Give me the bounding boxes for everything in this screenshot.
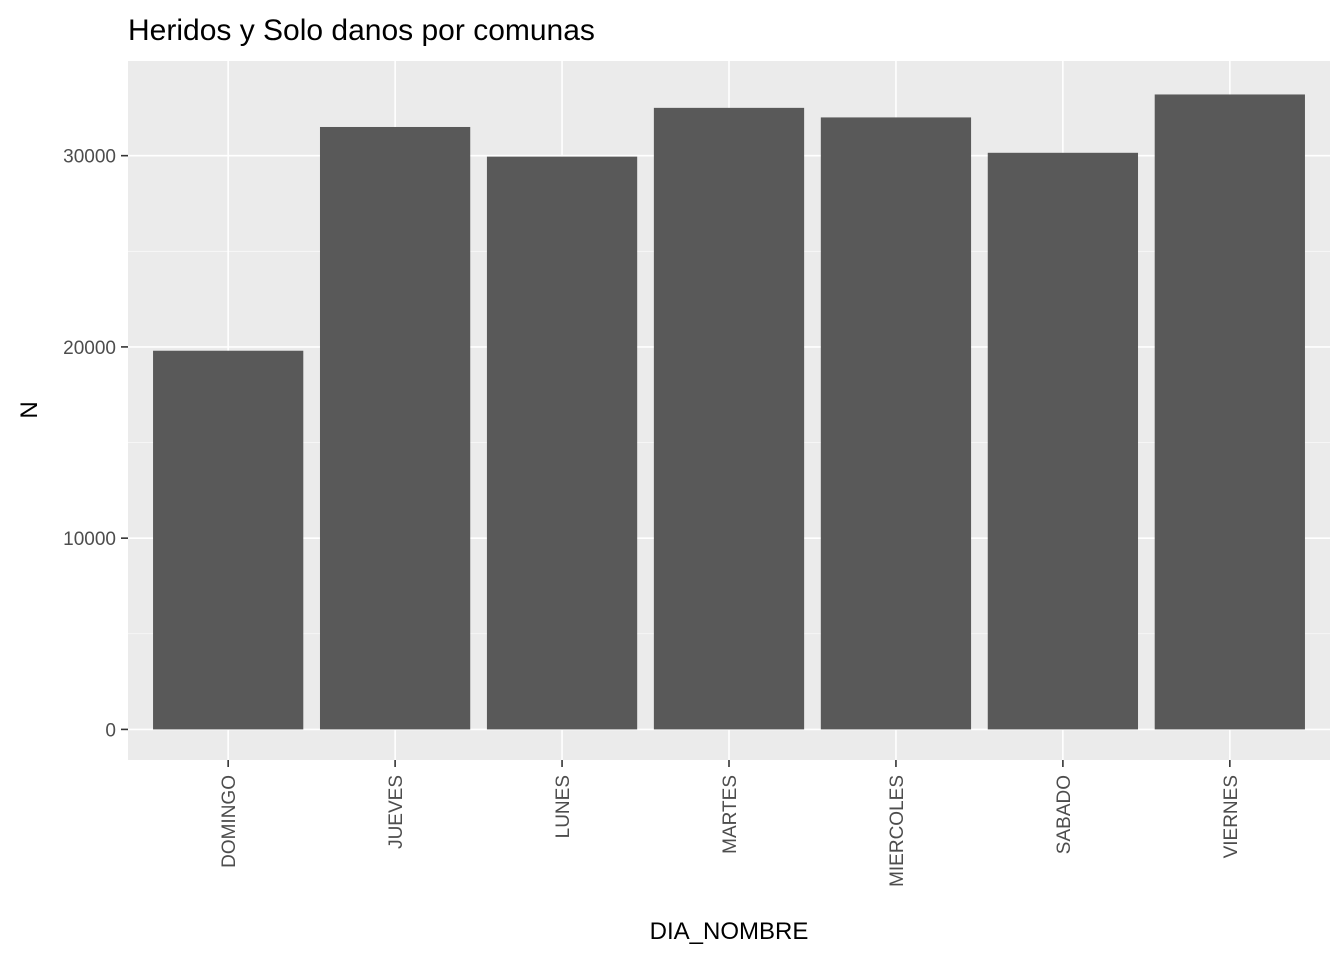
bar-sabado [987,152,1139,730]
x-tick-label-sabado: SABADO [1054,775,1075,854]
x-tick-label-domingo: DOMINGO [219,775,240,868]
x-tick-label-miercoles: MIERCOLES [887,775,908,887]
y-tick-label: 0 [105,720,116,741]
x-tick-label-martes: MARTES [720,775,741,854]
y-tick-label: 20000 [63,338,116,359]
bars [153,94,1305,730]
bar-lunes [486,156,638,730]
x-axis-title: DIA_NOMBRE [650,918,809,945]
y-axis-title: N [16,401,43,418]
x-axis: DOMINGO JUEVES LUNES MARTES MIERCOLES SABADO V… [219,760,1242,887]
y-tick-label: 30000 [63,147,116,168]
x-tick-label-lunes: LUNES [553,775,574,838]
y-axis: 0 10000 20000 30000 [63,147,128,741]
x-tick-label-jueves: JUEVES [386,775,407,849]
chart-title: Heridos y Solo danos por comunas [128,14,595,47]
bar-jueves [319,126,471,730]
y-tick-label: 10000 [63,529,116,550]
bar-domingo [153,350,304,730]
bar-miercoles [820,117,972,730]
x-tick-label-viernes: VIERNES [1221,775,1242,858]
bar-martes [653,107,805,730]
bar-viernes [1154,94,1305,730]
